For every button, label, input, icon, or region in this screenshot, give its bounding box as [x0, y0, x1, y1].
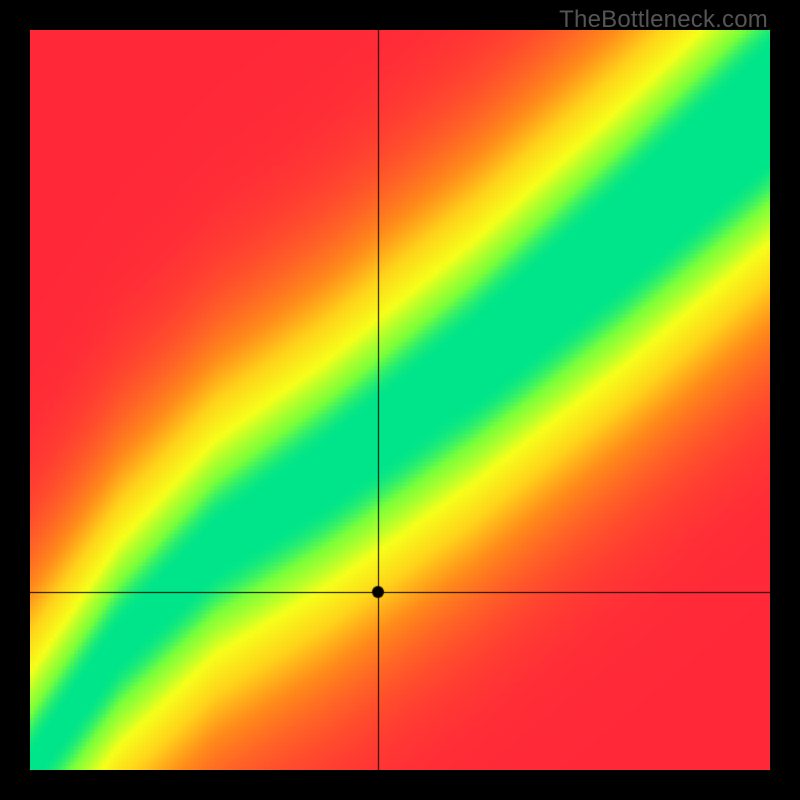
- chart-container: TheBottleneck.com: [0, 0, 800, 800]
- watermark-text: TheBottleneck.com: [559, 6, 768, 34]
- bottleneck-heatmap: [30, 30, 770, 770]
